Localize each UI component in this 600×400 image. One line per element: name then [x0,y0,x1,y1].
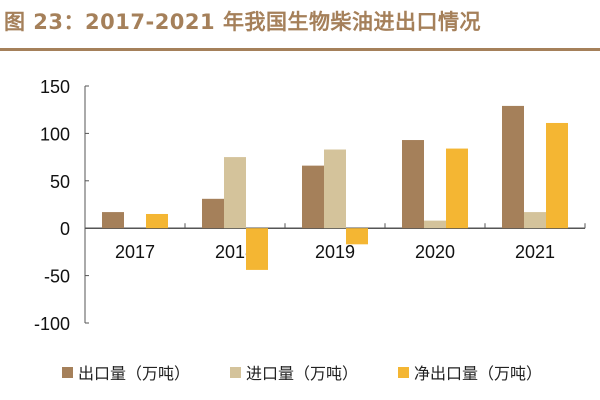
bar-export [402,140,424,229]
y-tick-label: 100 [40,124,70,144]
y-tick-label: 0 [60,219,70,239]
legend-item: 净出口量（万吨） [398,360,542,384]
bar-import [524,212,546,229]
legend-item: 进口量（万吨） [230,360,358,384]
legend-label: 出口量（万吨） [78,364,191,383]
x-tick-label: 2017 [115,242,155,262]
legend-label: 净出口量（万吨） [414,364,543,383]
legend: 出口量（万吨） 进口量（万吨） 净出口量（万吨） [62,360,582,384]
bar-import [424,220,446,229]
chart-title: 图 23：2017-2021 年我国生物柴油进出口情况 [4,10,481,34]
y-tick-label: -50 [44,267,70,287]
bar-net-export [246,228,268,270]
bar-export [102,212,124,229]
legend-swatch [398,366,410,378]
legend-label: 进口量（万吨） [246,364,359,383]
bar-import [224,157,246,229]
bar-net-export [446,148,468,229]
x-tick-label: 2019 [315,242,355,262]
legend-item: 出口量（万吨） [62,360,190,384]
bar-net-export [146,213,168,229]
bar-export [502,105,524,229]
bar-export [202,198,224,229]
bar-net-export [346,228,368,245]
bar-import [324,149,346,229]
bar-net-export [546,122,568,229]
x-tick-label: 2018 [215,242,255,262]
y-tick-label: -100 [34,314,70,334]
y-tick-label: 50 [50,172,70,192]
x-tick-label: 2020 [415,242,455,262]
y-tick-label: 150 [40,77,70,97]
x-tick-label: 2021 [515,242,555,262]
title-divider [0,48,600,51]
legend-swatch [62,366,73,378]
bar-export [302,165,324,229]
legend-swatch [230,366,242,378]
